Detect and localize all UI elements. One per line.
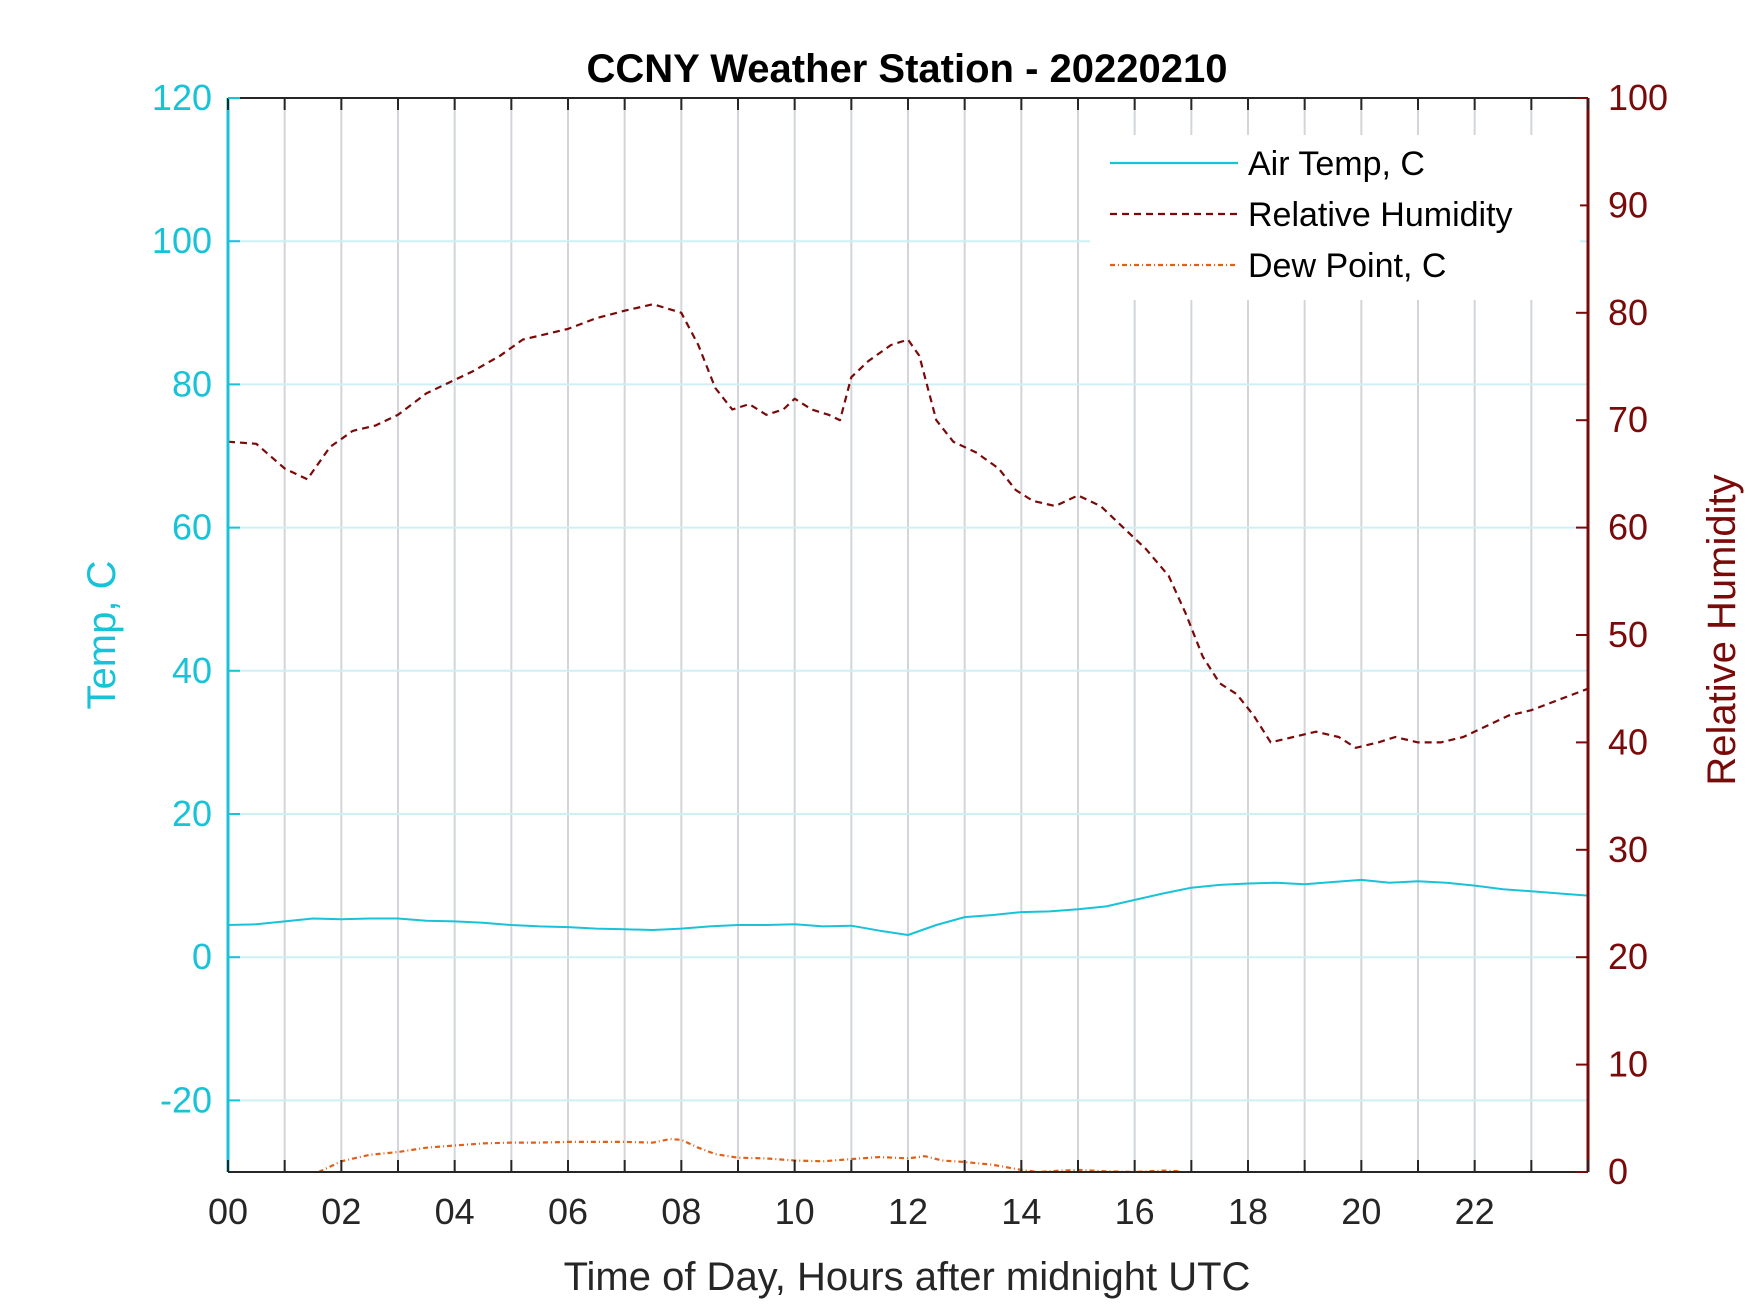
right-tick-label: 90 [1608,184,1648,225]
x-tick-label: 00 [208,1191,248,1232]
left-y-axis-label: Temp, C [80,561,124,710]
chart-title: CCNY Weather Station - 20220210 [587,47,1228,91]
right-tick-label: 100 [1608,77,1668,118]
legend: Air Temp, C Relative Humidity Dew Point, C [1090,135,1580,300]
x-tick-label: 12 [888,1191,928,1232]
right-tick-label: 10 [1608,1044,1648,1085]
right-tick-label: 20 [1608,936,1648,977]
x-tick-label: 04 [435,1191,475,1232]
x-tick-label: 22 [1455,1191,1495,1232]
right-tick-label: 50 [1608,614,1648,655]
x-axis-label: Time of Day, Hours after midnight UTC [564,1255,1251,1299]
right-tick-label: 70 [1608,399,1648,440]
left-tick-label: 80 [172,363,212,404]
x-tick-label: 10 [775,1191,815,1232]
right-tick-label: 30 [1608,829,1648,870]
right-tick-label: 80 [1608,292,1648,333]
x-tick-label: 16 [1115,1191,1155,1232]
x-tick-label: 06 [548,1191,588,1232]
left-tick-label: 0 [192,936,212,977]
grid-lines [228,98,1588,1172]
x-tick-label: 14 [1001,1191,1041,1232]
axis-ticks: 00 02 04 06 08 10 12 14 16 18 20 22-200204060801001… [152,77,1668,1232]
left-tick-label: 60 [172,507,212,548]
left-tick-label: 40 [172,650,212,691]
left-tick-label: 120 [152,77,212,118]
right-y-axis-label: Relative Humidity [1700,474,1744,785]
right-tick-label: 0 [1608,1151,1628,1192]
right-tick-label: 40 [1608,721,1648,762]
x-tick-label: 18 [1228,1191,1268,1232]
legend-label: Air Temp, C [1248,145,1425,183]
x-tick-label: 08 [661,1191,701,1232]
legend-label: Dew Point, C [1248,247,1446,285]
legend-label: Relative Humidity [1248,196,1513,234]
left-tick-label: -20 [160,1079,212,1120]
x-tick-label: 20 [1341,1191,1381,1232]
x-tick-label: 02 [321,1191,361,1232]
series-line-air-temp [227,878,1589,936]
right-tick-label: 60 [1608,507,1648,548]
left-tick-label: 100 [152,220,212,261]
left-tick-label: 20 [172,793,212,834]
